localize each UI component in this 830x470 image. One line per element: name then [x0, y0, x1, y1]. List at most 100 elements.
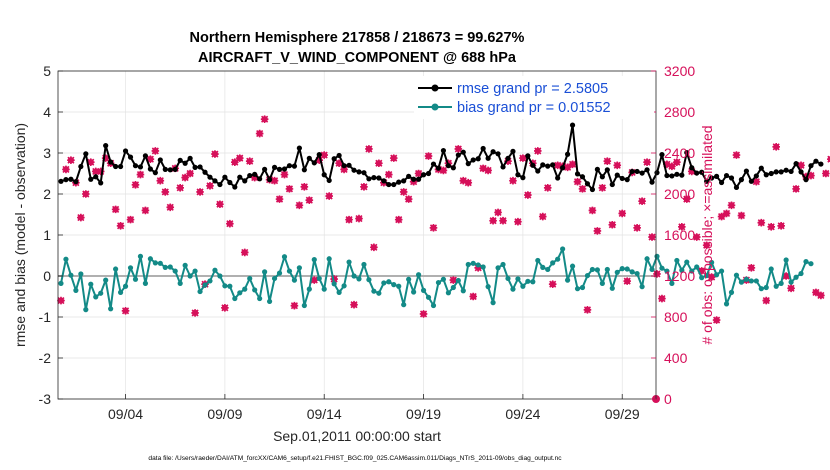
- bias-point: [227, 283, 233, 289]
- rmse-point: [217, 181, 223, 188]
- bias-point: [540, 264, 546, 270]
- obs-assimilated-marker: [325, 192, 333, 200]
- obs-assimilated-marker: [563, 163, 572, 172]
- obs-assimilated-marker: [687, 167, 696, 176]
- rmse-point: [113, 163, 119, 170]
- bias-point: [649, 266, 655, 273]
- bias-point: [286, 268, 293, 274]
- right-tick-label: 2000: [664, 186, 695, 202]
- bias-point: [177, 280, 183, 286]
- bias-point: [411, 289, 417, 295]
- rmse-point: [813, 158, 819, 164]
- obs-assimilated-marker: [464, 178, 473, 187]
- left-tick-label: -3: [39, 391, 52, 407]
- bias-point: [217, 273, 223, 279]
- rmse-point: [589, 186, 596, 193]
- rmse-point: [808, 163, 814, 169]
- legend-bias-label: bias grand pr = 0.01552: [457, 100, 611, 116]
- rmse-point: [420, 172, 427, 178]
- obs-assimilated-marker: [116, 221, 125, 230]
- rmse-point: [331, 156, 337, 162]
- obs-assimilated-marker: [618, 209, 627, 218]
- bias-point: [684, 259, 690, 265]
- obs-assimilated-marker: [623, 277, 631, 285]
- rmse-point: [252, 171, 258, 177]
- bias-point: [614, 269, 620, 275]
- rmse-point: [699, 169, 705, 175]
- rmse-point: [411, 176, 417, 182]
- obs-assimilated-marker: [633, 224, 641, 232]
- rmse-point: [704, 178, 710, 184]
- rmse-point: [793, 161, 799, 167]
- left-tick-label: -2: [39, 350, 52, 366]
- bias-point: [132, 276, 139, 282]
- obs-assimilated-marker: [285, 185, 294, 193]
- obs-assimilated-marker: [519, 154, 527, 162]
- right-axis-ticks: 0 400 800 1200 1600 2000 2400 2800 3200: [651, 63, 695, 407]
- obs-assimilated-marker: [514, 217, 522, 226]
- right-tick-label: 2400: [664, 145, 695, 161]
- bias-point: [704, 272, 710, 279]
- bias-point: [336, 289, 342, 295]
- bias-point: [391, 282, 397, 288]
- rmse-point: [450, 165, 456, 171]
- obs-assimilated-marker: [682, 195, 691, 203]
- obs-assimilated-marker: [578, 185, 587, 193]
- obs-assimilated-marker: [747, 264, 756, 272]
- bias-point: [371, 288, 377, 294]
- bias-point: [281, 254, 288, 260]
- obs-assimilated-marker: [320, 151, 329, 159]
- obs-assimilated-marker: [305, 196, 314, 204]
- obs-assimilated-marker: [235, 154, 244, 162]
- rmse-point: [351, 167, 357, 173]
- bias-point: [237, 290, 243, 296]
- obs-assimilated-marker: [231, 158, 239, 167]
- obs-assimilated-marker: [429, 224, 438, 232]
- obs-assimilated-marker: [603, 157, 612, 165]
- obs-assimilated-marker: [86, 158, 95, 167]
- bias-point: [723, 301, 730, 307]
- bias-point: [525, 278, 531, 284]
- obs-assimilated-marker: [121, 307, 130, 315]
- rmse-point: [599, 174, 605, 180]
- obs-assimilated-marker: [533, 147, 542, 155]
- rmse-point: [266, 177, 273, 183]
- bias-point: [113, 266, 119, 272]
- rmse-point: [162, 166, 168, 172]
- rmse-point: [540, 162, 546, 168]
- rmse-point: [654, 170, 660, 176]
- obs-assimilated-marker: [384, 170, 393, 179]
- obs-assimilated-marker: [211, 150, 219, 158]
- obs-assimilated-marker: [91, 167, 100, 176]
- bias-point: [798, 270, 804, 277]
- obs-assimilated-marker: [777, 221, 785, 230]
- obs-assimilated-marker: [593, 227, 602, 235]
- rmse-point: [788, 168, 794, 175]
- bias-point: [574, 286, 581, 292]
- bias-point: [93, 294, 99, 300]
- bias-point: [331, 281, 337, 287]
- obs-assimilated-marker: [782, 272, 790, 280]
- right-tick-label: 2800: [664, 104, 695, 120]
- obs-assimilated-marker: [131, 180, 140, 189]
- obs-assimilated-marker: [240, 248, 249, 257]
- bias-point: [103, 277, 109, 283]
- rmse-point: [271, 164, 278, 170]
- rmse-point: [545, 163, 551, 169]
- obs-assimilated-marker: [350, 300, 358, 309]
- obs-assimilated-marker: [499, 216, 507, 225]
- bias-point: [242, 286, 248, 292]
- obs-assimilated-marker: [474, 264, 482, 272]
- bias-point: [455, 277, 461, 284]
- rmse-point: [88, 176, 94, 182]
- obs-assimilated-marker: [399, 188, 408, 196]
- rmse-point: [738, 177, 745, 183]
- bias-point: [88, 281, 94, 287]
- bias-point: [639, 284, 645, 290]
- bias-point: [694, 264, 700, 270]
- obs-assimilated-marker: [101, 154, 110, 162]
- left-tick-label: 0: [43, 268, 51, 284]
- obs-assimilated-marker: [727, 201, 736, 210]
- rmse-point: [222, 174, 228, 180]
- obs-assimilated-marker: [638, 197, 646, 205]
